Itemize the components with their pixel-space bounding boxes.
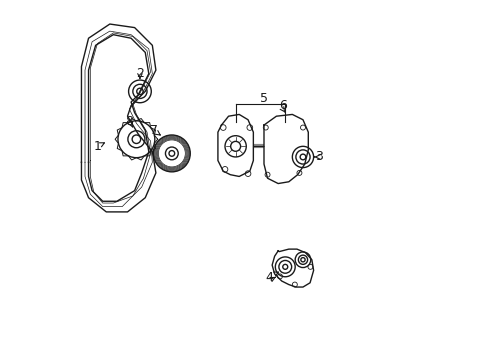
- Text: 1: 1: [93, 140, 101, 153]
- Text: 8: 8: [125, 115, 133, 128]
- Text: 6: 6: [279, 99, 287, 112]
- Text: 5: 5: [260, 92, 267, 105]
- Text: 2: 2: [136, 67, 143, 80]
- Text: 4: 4: [265, 271, 273, 284]
- Text: 7: 7: [150, 124, 158, 137]
- Text: 3: 3: [314, 150, 322, 163]
